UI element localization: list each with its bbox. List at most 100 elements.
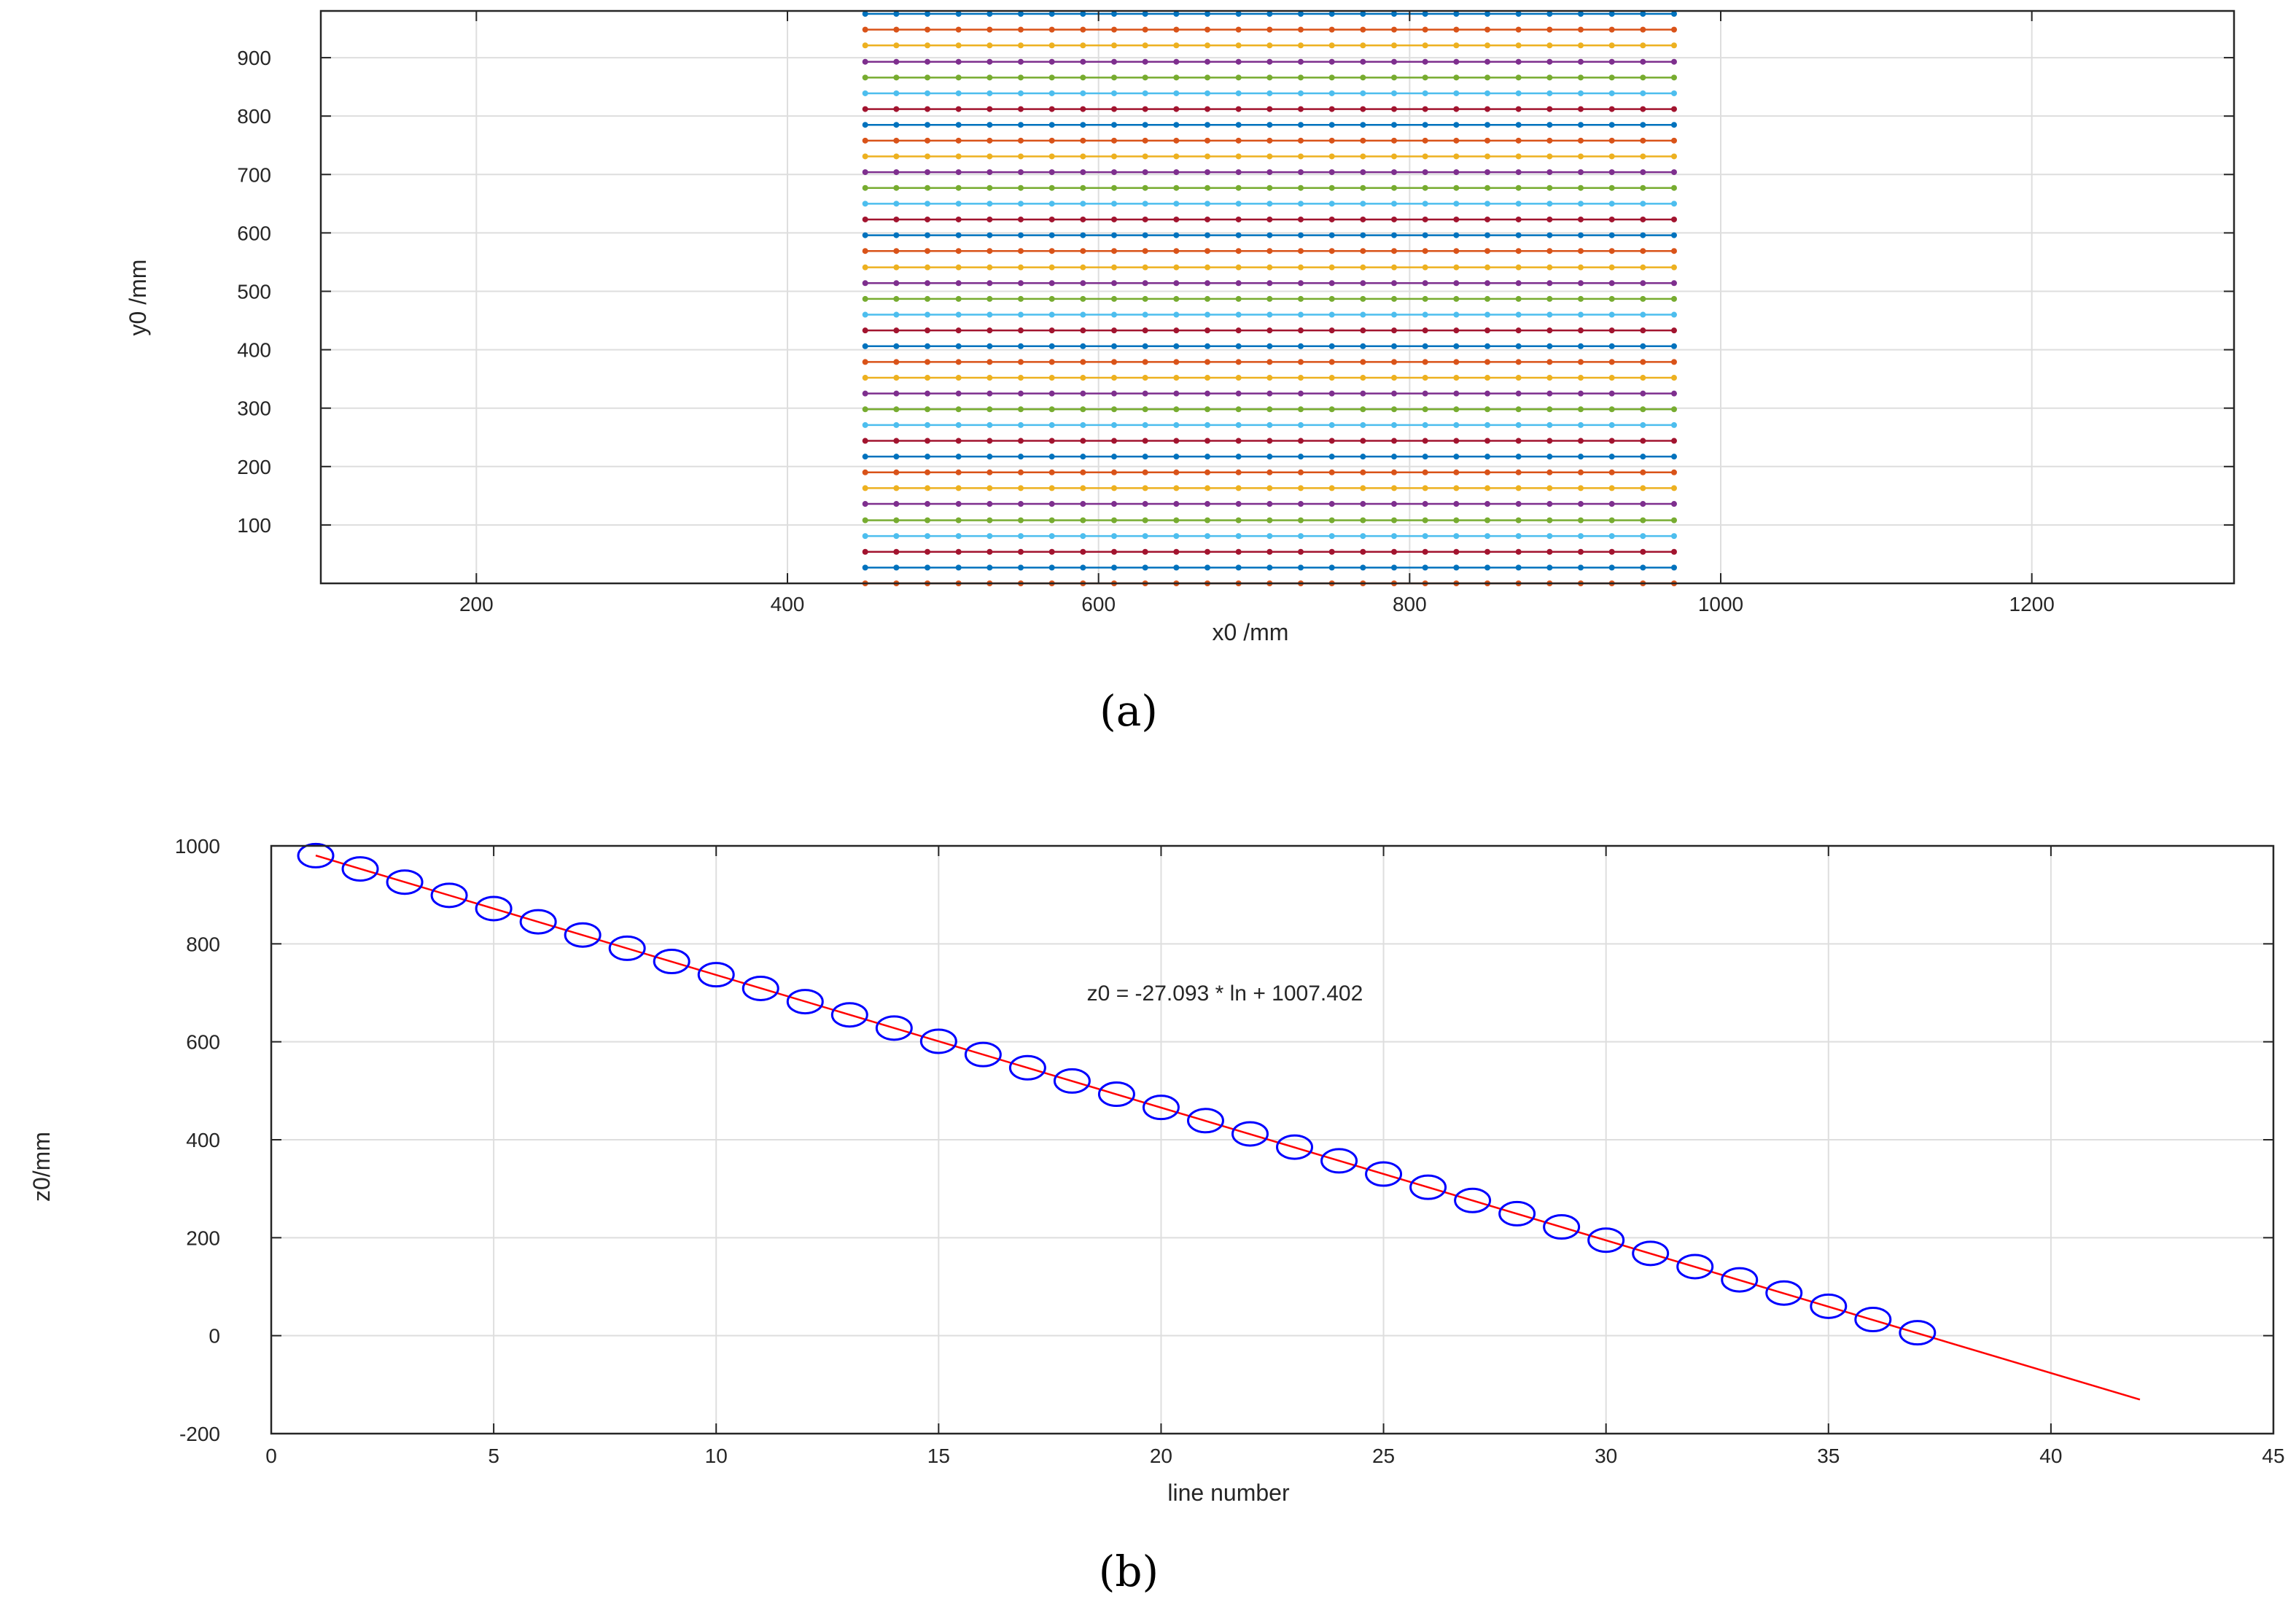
data-point <box>697 962 735 988</box>
data-point <box>1484 122 1490 128</box>
data-point <box>1546 548 1553 555</box>
data-point <box>1515 153 1522 160</box>
data-point <box>1640 548 1646 555</box>
data-point <box>1018 106 1024 112</box>
data-point <box>1048 74 1055 81</box>
data-point <box>893 153 900 160</box>
data-point <box>1484 485 1490 491</box>
data-point <box>1360 137 1366 144</box>
data-point <box>1360 264 1366 271</box>
data-point <box>1640 280 1646 287</box>
data-point <box>1484 232 1490 238</box>
data-point <box>1235 11 1242 18</box>
data-point <box>1173 343 1180 349</box>
data-point <box>1546 375 1553 381</box>
data-point <box>1142 311 1148 318</box>
data-point <box>1328 216 1335 222</box>
data-point <box>1111 469 1117 475</box>
data-point <box>1422 343 1428 349</box>
data-point <box>1298 216 1304 222</box>
data-point <box>1578 438 1584 444</box>
data-point <box>1298 153 1304 160</box>
data-point <box>1810 1293 1848 1319</box>
data-point <box>1266 11 1273 18</box>
data-point <box>1205 201 1210 207</box>
data-point <box>1018 359 1024 365</box>
data-point <box>1142 216 1148 222</box>
data-point <box>1453 375 1460 381</box>
data-point <box>1235 137 1242 144</box>
data-point <box>1328 184 1335 191</box>
data-point <box>986 343 993 349</box>
data-point <box>1608 295 1615 302</box>
data-point <box>1484 58 1490 65</box>
data-point <box>862 169 868 176</box>
data-point <box>1205 74 1210 81</box>
data-point <box>1205 438 1210 444</box>
data-point <box>1391 343 1397 349</box>
data-point <box>1205 264 1210 271</box>
data-point <box>1422 232 1428 238</box>
data-point <box>1608 26 1615 33</box>
data-point <box>1048 469 1055 475</box>
data-point <box>986 90 993 96</box>
data-point <box>1422 201 1428 207</box>
data-point <box>1391 264 1397 271</box>
data-point <box>1676 1254 1714 1280</box>
data-point <box>893 343 900 349</box>
data-point <box>1546 438 1553 444</box>
data-point <box>1142 327 1148 334</box>
data-point <box>955 122 962 128</box>
data-point <box>893 169 900 176</box>
data-point <box>1142 232 1148 238</box>
data-point <box>1173 248 1180 254</box>
data-point <box>1546 533 1553 540</box>
data-point <box>1048 216 1055 222</box>
data-point <box>1578 469 1584 475</box>
data-point <box>1111 454 1117 460</box>
data-point <box>1422 311 1428 318</box>
data-point <box>1328 469 1335 475</box>
data-point <box>1048 106 1055 112</box>
data-point <box>1546 74 1553 81</box>
data-point <box>1111 548 1117 555</box>
data-point <box>1298 406 1304 413</box>
data-point <box>1422 438 1428 444</box>
data-point <box>1640 216 1646 222</box>
data-point <box>1453 26 1460 33</box>
data-point <box>862 564 868 571</box>
y-tick-label: 900 <box>237 47 271 69</box>
data-point <box>1422 106 1428 112</box>
x-tick-label: 1200 <box>2009 593 2055 615</box>
data-point <box>986 390 993 397</box>
data-point <box>1484 454 1490 460</box>
data-point <box>1205 359 1210 365</box>
fit-equation: z0 = -27.093 * ln + 1007.402 <box>1087 982 1363 1006</box>
data-point <box>1205 421 1210 428</box>
data-point <box>1173 311 1180 318</box>
data-point <box>1608 469 1615 475</box>
data-point <box>1142 454 1148 460</box>
data-point <box>1484 438 1490 444</box>
series-line <box>862 137 1677 144</box>
data-point <box>1205 564 1210 571</box>
data-point <box>341 856 379 882</box>
data-point <box>986 216 993 222</box>
data-point <box>1048 248 1055 254</box>
data-point <box>1173 517 1180 524</box>
data-point <box>1360 184 1366 191</box>
data-point <box>1205 137 1210 144</box>
data-point <box>1173 11 1180 18</box>
data-point <box>986 280 993 287</box>
data-point <box>1018 343 1024 349</box>
data-point <box>1328 548 1335 555</box>
data-point <box>1608 375 1615 381</box>
data-point <box>1453 106 1460 112</box>
data-point <box>1328 406 1335 413</box>
data-point <box>986 438 993 444</box>
chart-b: 0 5 10 15 20 25 30 35 40 45-20002004006008001000 … <box>28 835 2285 1596</box>
data-point <box>1391 564 1397 571</box>
data-point <box>1640 375 1646 381</box>
data-point <box>893 26 900 33</box>
data-point <box>1266 438 1273 444</box>
